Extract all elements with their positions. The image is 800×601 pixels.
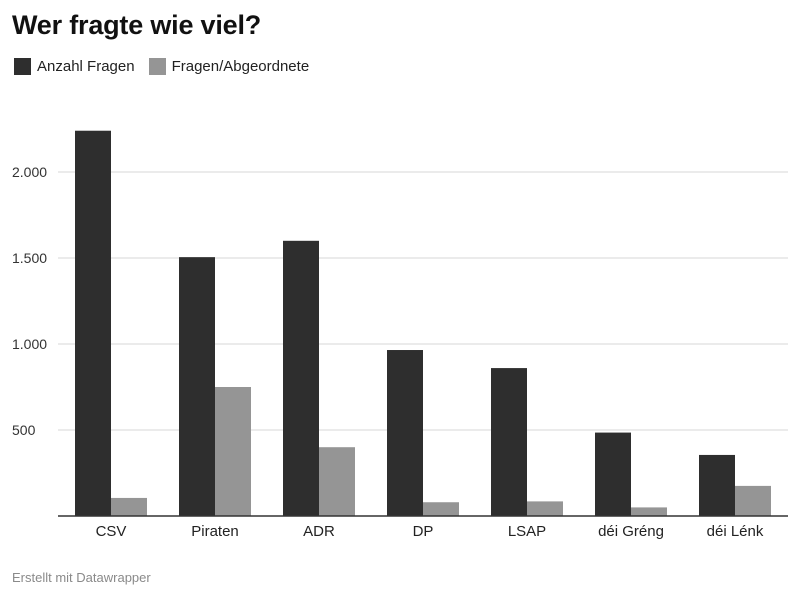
legend-swatch-anzahl-fragen [14,58,31,75]
legend-swatch-fragen-abgeordnete [148,58,166,75]
footer-credit: Erstellt mit Datawrapper [12,570,151,585]
bar-csv-series-2 [111,497,147,516]
x-tick-label-6: déi Lénk [707,523,764,540]
chart-title: Wer fragte wie viel? [12,10,262,40]
legend-label-anzahl-fragen: Anzahl Fragen [37,58,135,75]
x-tick-label-1: Piraten [191,523,239,540]
bar-d-i-l-nk-series-2 [735,485,771,516]
bar-d-i-l-nk-series-1 [699,454,735,516]
x-tick-label-3: DP [413,523,434,540]
bar-lsap-series-1 [491,368,527,516]
bar-dp-series-1 [387,350,423,516]
y-tick-label-1500: 1.500 [12,250,47,266]
bar-piraten-series-2 [215,387,251,516]
bar-dp-series-2 [423,502,459,516]
legend: Anzahl Fragen Fragen/Abgeordnete [14,58,323,75]
bar-lsap-series-2 [527,501,563,516]
x-tick-label-5: déi Gréng [598,523,664,540]
bar-csv-series-1 [75,130,111,516]
bar-piraten-series-1 [179,257,215,516]
x-tick-label-0: CSV [96,523,127,540]
y-tick-label-500: 500 [12,422,36,438]
y-tick-label-1000: 1.000 [12,336,47,352]
bar-adr-series-2 [319,447,355,516]
bar-d-i-gr-ng-series-1 [595,432,631,516]
x-tick-label-2: ADR [303,523,335,540]
bar-d-i-gr-ng-series-2 [631,507,667,516]
legend-label-fragen-abgeordnete: Fragen/Abgeordnete [171,58,310,75]
bar-adr-series-1 [283,240,319,517]
legend-item-fragen-abgeordnete: Fragen/Abgeordnete [148,58,310,75]
y-tick-label-2000: 2.000 [12,164,47,180]
x-tick-label-4: LSAP [508,523,546,540]
legend-item-anzahl-fragen: Anzahl Fragen [14,58,135,75]
